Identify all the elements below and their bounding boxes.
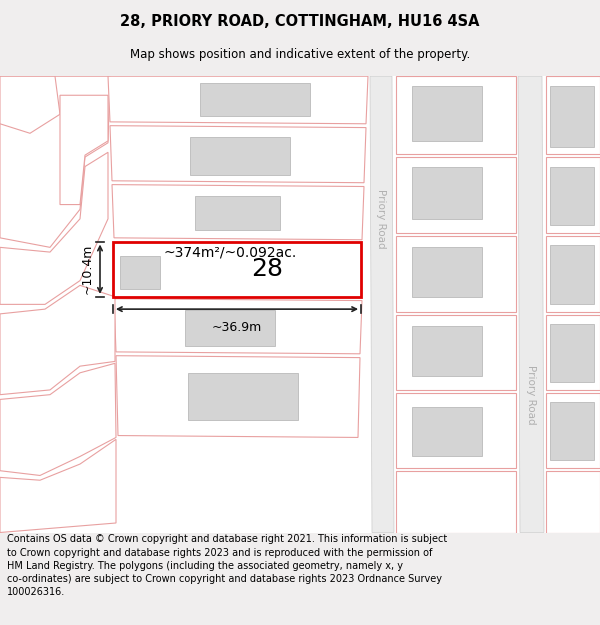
Polygon shape <box>370 76 394 532</box>
Bar <box>412 248 482 297</box>
Text: ~374m²/~0.092ac.: ~374m²/~0.092ac. <box>163 245 296 259</box>
Polygon shape <box>112 184 364 240</box>
Text: ~36.9m: ~36.9m <box>212 321 262 334</box>
Polygon shape <box>396 315 516 390</box>
Bar <box>113 242 361 297</box>
Polygon shape <box>0 363 116 476</box>
Polygon shape <box>396 76 516 154</box>
Bar <box>190 137 290 175</box>
Polygon shape <box>396 236 516 312</box>
Polygon shape <box>518 76 544 532</box>
Bar <box>550 166 594 226</box>
Polygon shape <box>0 76 60 133</box>
Bar <box>188 372 298 421</box>
Polygon shape <box>0 76 110 248</box>
Bar <box>412 326 482 376</box>
Bar <box>550 86 594 147</box>
Polygon shape <box>546 157 600 233</box>
Bar <box>412 407 482 456</box>
Polygon shape <box>546 392 600 468</box>
Text: 28, PRIORY ROAD, COTTINGHAM, HU16 4SA: 28, PRIORY ROAD, COTTINGHAM, HU16 4SA <box>120 14 480 29</box>
Text: Map shows position and indicative extent of the property.: Map shows position and indicative extent… <box>130 48 470 61</box>
Polygon shape <box>546 76 600 154</box>
Bar <box>550 324 594 382</box>
Polygon shape <box>60 95 108 204</box>
Bar <box>200 83 310 116</box>
Bar <box>550 246 594 304</box>
Text: Contains OS data © Crown copyright and database right 2021. This information is : Contains OS data © Crown copyright and d… <box>7 534 448 597</box>
Bar <box>120 256 160 289</box>
Polygon shape <box>396 471 516 532</box>
Polygon shape <box>546 236 600 312</box>
Text: Priory Road: Priory Road <box>526 365 536 424</box>
Bar <box>185 310 275 346</box>
Polygon shape <box>108 76 368 124</box>
Polygon shape <box>0 439 116 532</box>
Polygon shape <box>546 471 600 532</box>
Polygon shape <box>396 392 516 468</box>
Text: 28: 28 <box>251 258 283 281</box>
Polygon shape <box>114 299 362 354</box>
Polygon shape <box>0 152 108 304</box>
Polygon shape <box>110 126 366 182</box>
Polygon shape <box>0 286 115 394</box>
Text: ~10.4m: ~10.4m <box>81 244 94 294</box>
Polygon shape <box>396 157 516 233</box>
Bar <box>412 166 482 219</box>
Text: Priory Road: Priory Road <box>376 189 386 249</box>
Bar <box>550 402 594 460</box>
Polygon shape <box>116 356 360 437</box>
Polygon shape <box>546 315 600 390</box>
Bar <box>412 86 482 141</box>
Bar <box>195 196 280 230</box>
